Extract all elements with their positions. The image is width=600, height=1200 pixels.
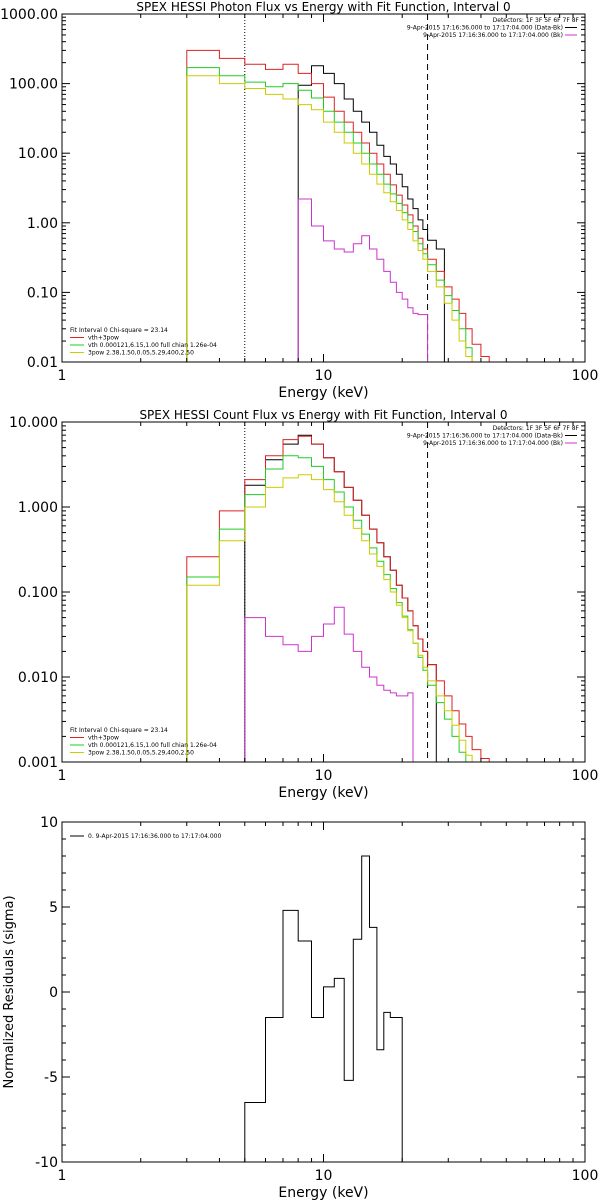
y-axis-label: Normalized Residuals (sigma) — [2, 895, 17, 1088]
series-3 — [186, 67, 490, 362]
legend-entry: 3pow 2.38,1.50,0.05,5.29,400,2.50 — [88, 750, 194, 757]
y-tick-label: 10.000 — [9, 415, 58, 431]
x-tick-label: 100 — [572, 768, 599, 784]
legend-entry: Fit Interval 0 Chi-square = 23.14 — [70, 727, 168, 734]
y-tick-label: 0.01 — [27, 355, 58, 371]
series-1 — [244, 606, 414, 762]
y-tick-label: 1000.00 — [0, 7, 58, 23]
header-line: 9-Apr-2015 17:16:36.000 to 17:17:04.000 … — [407, 25, 563, 32]
x-tick-label: 1 — [58, 768, 67, 784]
series-2 — [186, 49, 490, 362]
series-0 — [244, 855, 403, 1162]
series-0 — [297, 65, 445, 362]
x-tick-label: 1 — [58, 1168, 67, 1184]
header-line: 9-Apr-2015 17:16:36.000 to 17:17:04.000 … — [407, 433, 563, 440]
chart-title: SPEX HESSI Photon Flux vs Energy with Fi… — [136, 0, 510, 14]
chart-panel-1: 1 10 100 0.01 0.10 1.00 10.00 100.00 1000.00 SPEX… — [0, 0, 598, 401]
plot-area — [186, 49, 490, 362]
header-line: Detectors: 1F 3F 5F 6F 7F 8F — [493, 17, 580, 24]
legend-entry: vth+3pow — [88, 735, 119, 742]
x-tick-label: 100 — [572, 1168, 599, 1184]
legend-entry: 3pow 2.38,1.50,0.05,5.29,400,2.50 — [88, 350, 194, 357]
series-2 — [186, 435, 490, 762]
header-line: Detectors: 1F 3F 5F 6F 7F 8F — [493, 425, 580, 432]
series-1 — [297, 198, 429, 362]
y-tick-label: 1.000 — [18, 500, 58, 516]
series-3 — [186, 455, 490, 762]
series-4 — [186, 75, 490, 362]
legend-entry: Fit Interval 0 Chi-square = 23.14 — [70, 327, 168, 334]
header-line: 9-Apr-2015 17:16:36.000 to 17:17:04.000 … — [423, 440, 563, 447]
plot-area — [244, 855, 403, 1162]
y-tick-label: 5 — [49, 900, 58, 916]
x-tick-label: 10 — [315, 1168, 333, 1184]
y-tick-label: -10 — [35, 1155, 58, 1171]
y-tick-label: -5 — [44, 1070, 58, 1086]
header-line: 9-Apr-2015 17:16:36.000 to 17:17:04.000 … — [423, 32, 563, 39]
y-tick-label: 0.10 — [27, 285, 58, 301]
y-tick-label: 10.00 — [18, 146, 58, 162]
y-tick-label: 100.00 — [9, 77, 58, 93]
y-tick-label: 10 — [40, 815, 58, 831]
y-tick-label: 0.001 — [18, 755, 58, 771]
series-4 — [186, 474, 490, 762]
legend-entry: vth 0.000121,6.15,1.00 full chian 1.26e-… — [88, 342, 217, 349]
y-tick-label: 0 — [49, 985, 58, 1001]
y-tick-label: 0.100 — [18, 585, 58, 601]
chart-title: SPEX HESSI Count Flux vs Energy with Fit… — [139, 408, 507, 422]
plot-area — [186, 434, 490, 762]
chart-panel-2: 1 10 100 0.001 0.010 0.100 1.000 10.000 SPEX HES… — [9, 408, 598, 801]
legend-entry: vth+3pow — [88, 335, 119, 342]
x-axis-label: Energy (keV) — [278, 385, 368, 401]
y-tick-label: 1.00 — [27, 216, 58, 232]
x-tick-label: 1 — [58, 368, 67, 384]
legend-entry: 0. 9-Apr-2015 17:16:36.000 to 17:17:04.0… — [88, 833, 221, 840]
x-tick-label: 100 — [572, 368, 599, 384]
y-tick-label: 0.010 — [18, 670, 58, 686]
x-axis-label: Energy (keV) — [278, 1185, 368, 1200]
x-axis-label: Energy (keV) — [278, 785, 368, 801]
x-tick-label: 10 — [315, 368, 333, 384]
legend-entry: vth 0.000121,6.15,1.00 full chian 1.26e-… — [88, 742, 217, 749]
x-tick-label: 10 — [315, 768, 333, 784]
